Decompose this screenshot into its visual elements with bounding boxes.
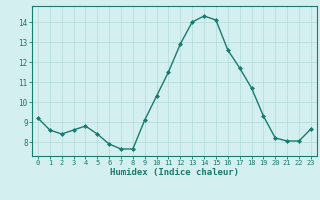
X-axis label: Humidex (Indice chaleur): Humidex (Indice chaleur)	[110, 168, 239, 177]
